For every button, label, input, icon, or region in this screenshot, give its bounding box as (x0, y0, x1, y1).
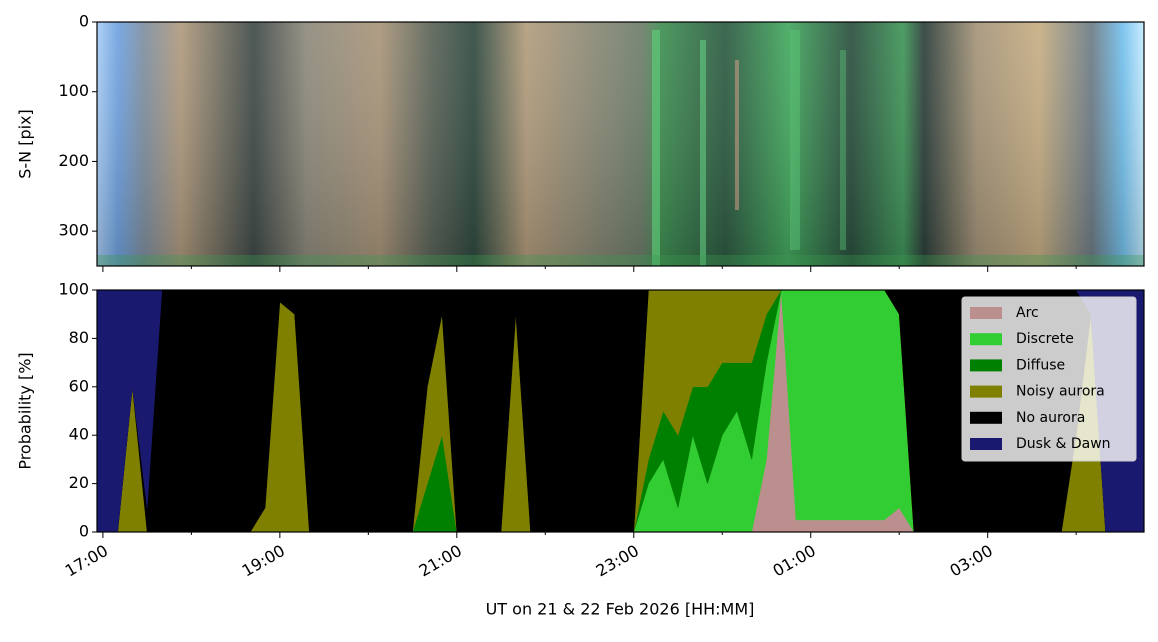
keogram-image (97, 22, 1144, 266)
y-tick-label: 100 (58, 280, 89, 299)
y-tick-label: 200 (58, 151, 89, 170)
top-y-label: S-N [pix] (16, 109, 35, 179)
legend-label: No aurora (1016, 410, 1085, 426)
legend-swatch (970, 307, 1002, 319)
y-tick-label: 20 (69, 473, 89, 492)
x-tick-label: 23:00 (593, 541, 642, 581)
x-label: UT on 21 & 22 Feb 2026 [HH:MM] (486, 600, 755, 619)
legend-label: Dusk & Dawn (1016, 436, 1111, 452)
legend: Arc Discrete Diffuse Noisy aurora No aurora D… (961, 296, 1137, 462)
legend-swatch (970, 359, 1002, 372)
x-tick-label: 17:00 (62, 541, 111, 581)
y-tick-label: 80 (69, 328, 89, 347)
bottom-y-label: Probability [%] (16, 352, 35, 469)
y-tick-label: 300 (58, 221, 89, 240)
legend-label: Noisy aurora (1016, 384, 1105, 400)
y-tick-label: 100 (58, 81, 89, 100)
legend-swatch (970, 333, 1002, 346)
y-tick-label: 60 (69, 376, 89, 395)
legend-label: Discrete (1016, 331, 1074, 347)
legend-swatch (970, 438, 1002, 450)
legend-label: Diffuse (1016, 357, 1065, 373)
x-tick-label: 03:00 (947, 541, 996, 581)
legend-label: Arc (1016, 305, 1039, 321)
x-tick-label: 19:00 (239, 541, 288, 581)
x-tick-label: 21:00 (416, 541, 465, 581)
top-frame (96, 21, 1145, 267)
x-tick-label: 01:00 (770, 541, 819, 581)
y-tick-label: 40 (69, 425, 89, 444)
legend-swatch (970, 411, 1002, 424)
y-tick-label: 0 (79, 12, 89, 31)
legend-box (961, 296, 1137, 462)
legend-swatch (970, 385, 1002, 398)
y-tick-label: 0 (79, 522, 89, 541)
bottom-frame (96, 289, 1145, 533)
